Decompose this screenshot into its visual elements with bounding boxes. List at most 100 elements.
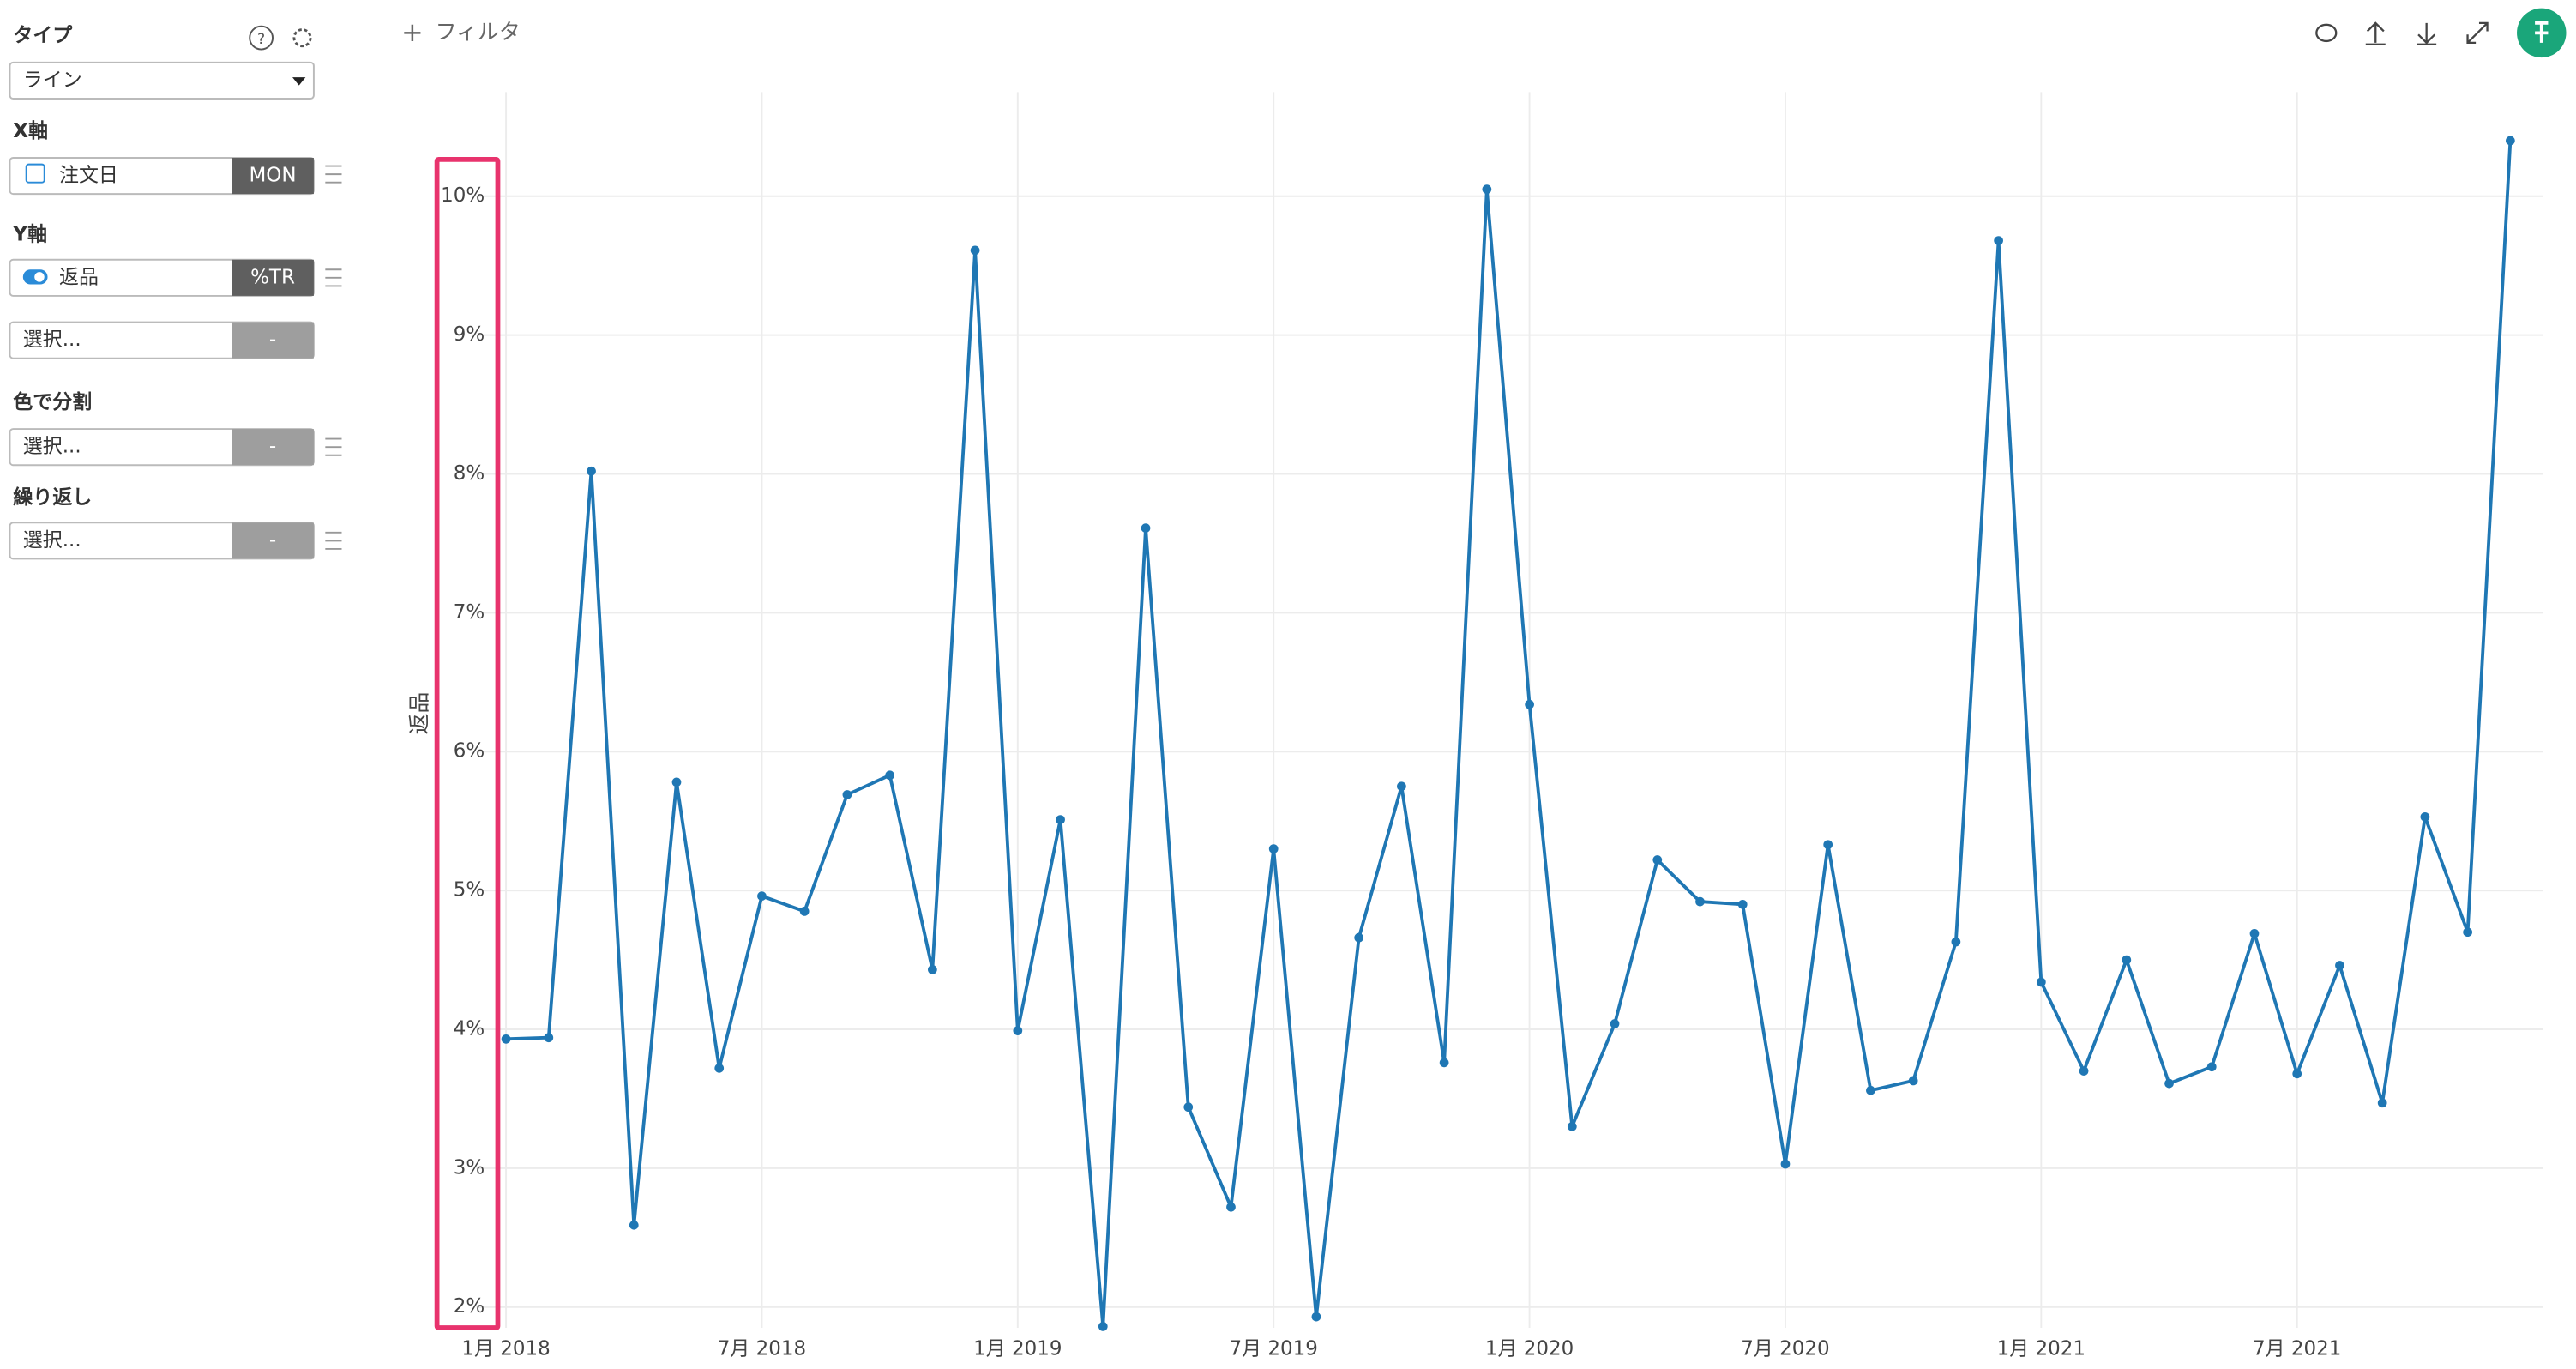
y-tick-label: 8%	[454, 462, 485, 485]
data-point	[544, 1033, 554, 1043]
color-agg[interactable]	[232, 429, 314, 466]
data-point	[2249, 928, 2260, 938]
data-point	[1610, 1019, 1620, 1028]
data-point	[1951, 937, 1961, 947]
data-point	[2079, 1066, 2089, 1076]
y-tick-label: 3%	[454, 1156, 485, 1179]
type-value: ライン	[23, 69, 82, 91]
repeat-agg-text: -	[269, 529, 276, 552]
data-point	[2420, 811, 2430, 822]
data-point	[671, 777, 682, 787]
toolbar-icons	[2315, 21, 2489, 45]
x-tick-label: 1月 2018	[461, 1337, 550, 1360]
x-tick-label: 7月 2020	[1741, 1337, 1829, 1360]
repeat-agg[interactable]	[232, 522, 314, 559]
data-point	[501, 1034, 511, 1044]
y-tick-label: 7%	[454, 601, 485, 624]
help-icon[interactable]	[249, 25, 274, 51]
type-select[interactable]	[9, 61, 315, 100]
x-tick-label: 1月 2020	[1485, 1337, 1574, 1360]
calendar-icon	[25, 163, 45, 184]
x-tick-label: 7月 2018	[718, 1337, 806, 1360]
data-point	[1823, 840, 1833, 850]
data-point	[2122, 955, 2132, 965]
data-point	[1567, 1121, 1577, 1131]
x-tick-label: 7月 2021	[2253, 1337, 2341, 1360]
data-point	[1056, 815, 1065, 824]
color-agg-text: -	[269, 436, 276, 458]
data-point	[2292, 1069, 2302, 1079]
data-point	[2206, 1062, 2217, 1072]
menu-icon[interactable]	[325, 165, 342, 184]
data-line	[506, 140, 2513, 1329]
y-tick-label: 9%	[454, 323, 485, 346]
toggle-knob	[34, 272, 45, 282]
data-point	[1268, 844, 1279, 853]
caret	[292, 77, 306, 86]
x-agg[interactable]	[232, 157, 314, 195]
y-agg[interactable]	[232, 259, 314, 296]
x-label: X軸	[13, 120, 48, 142]
y-tick-label: 6%	[454, 740, 485, 763]
y-extra-text: 選択...	[23, 329, 81, 351]
y-axis-title: 返品	[406, 692, 431, 735]
data-point	[2036, 977, 2046, 987]
help-mark: ?	[257, 31, 265, 48]
highlight-box	[434, 157, 501, 1330]
x-tick-label: 1月 2019	[973, 1337, 1062, 1360]
data-point	[1311, 1312, 1321, 1322]
data-point	[2506, 136, 2515, 146]
color-label: 色で分割	[13, 390, 92, 413]
data-point	[970, 245, 980, 256]
repeat-label: 繰り返し	[13, 485, 92, 509]
data-point	[1908, 1076, 1918, 1086]
data-point	[1439, 1058, 1449, 1068]
data-point	[1482, 184, 1492, 195]
x-field-name: 注文日	[59, 165, 118, 187]
data-point	[1652, 855, 1663, 865]
data-point	[1098, 1322, 1108, 1331]
pin-icon	[2535, 21, 2549, 43]
x-tick-label: 1月 2021	[1997, 1337, 2085, 1360]
filter-button[interactable]: フィルタ	[436, 19, 521, 44]
comment-icon[interactable]	[2315, 23, 2338, 43]
upload-icon[interactable]	[2365, 21, 2386, 45]
data-point	[2463, 927, 2473, 938]
menu-icon[interactable]	[325, 437, 342, 456]
data-point	[2164, 1078, 2174, 1089]
data-point	[1525, 699, 1534, 709]
sidebar: タイプ ? ライン X軸 注文日 MON Y軸 返品 %TR 選択... - 色…	[9, 25, 342, 560]
y-field-name: 返品	[59, 266, 99, 288]
y-tick-label: 4%	[454, 1018, 485, 1040]
data-point	[1737, 899, 1748, 909]
y-extra-agg[interactable]	[232, 322, 314, 359]
data-point	[2335, 961, 2344, 970]
settings-icon[interactable]	[292, 28, 312, 48]
expand-icon[interactable]	[2466, 21, 2489, 45]
y-tick-label: 5%	[454, 879, 485, 902]
data-point	[1354, 932, 1364, 943]
x-tick-label: 7月 2019	[1230, 1337, 1318, 1360]
data-point	[1226, 1202, 1236, 1212]
data-point	[799, 907, 810, 916]
type-label: タイプ	[13, 25, 73, 47]
color-field-text: 選択...	[23, 436, 81, 458]
data-point	[757, 891, 767, 901]
data-point	[714, 1063, 725, 1073]
y-label: Y軸	[12, 224, 47, 246]
menu-icon[interactable]	[325, 268, 342, 287]
repeat-field-text: 選択...	[23, 529, 81, 552]
data-point	[1013, 1026, 1023, 1035]
data-point	[1183, 1102, 1194, 1113]
data-point	[928, 965, 937, 974]
menu-icon[interactable]	[325, 531, 342, 550]
add-filter-icon[interactable]	[404, 24, 421, 41]
data-point	[885, 770, 895, 781]
data-point	[1994, 236, 2003, 245]
download-icon[interactable]	[2417, 22, 2437, 45]
data-point	[1695, 896, 1705, 907]
chart: 返品 2% 3% 4% 5% 6% 7% 8% 9% 10% 1月 2018 7月 2018 1月 2…	[406, 92, 2543, 1360]
data-point	[1141, 523, 1151, 534]
y-agg-text: %TR	[250, 266, 295, 288]
